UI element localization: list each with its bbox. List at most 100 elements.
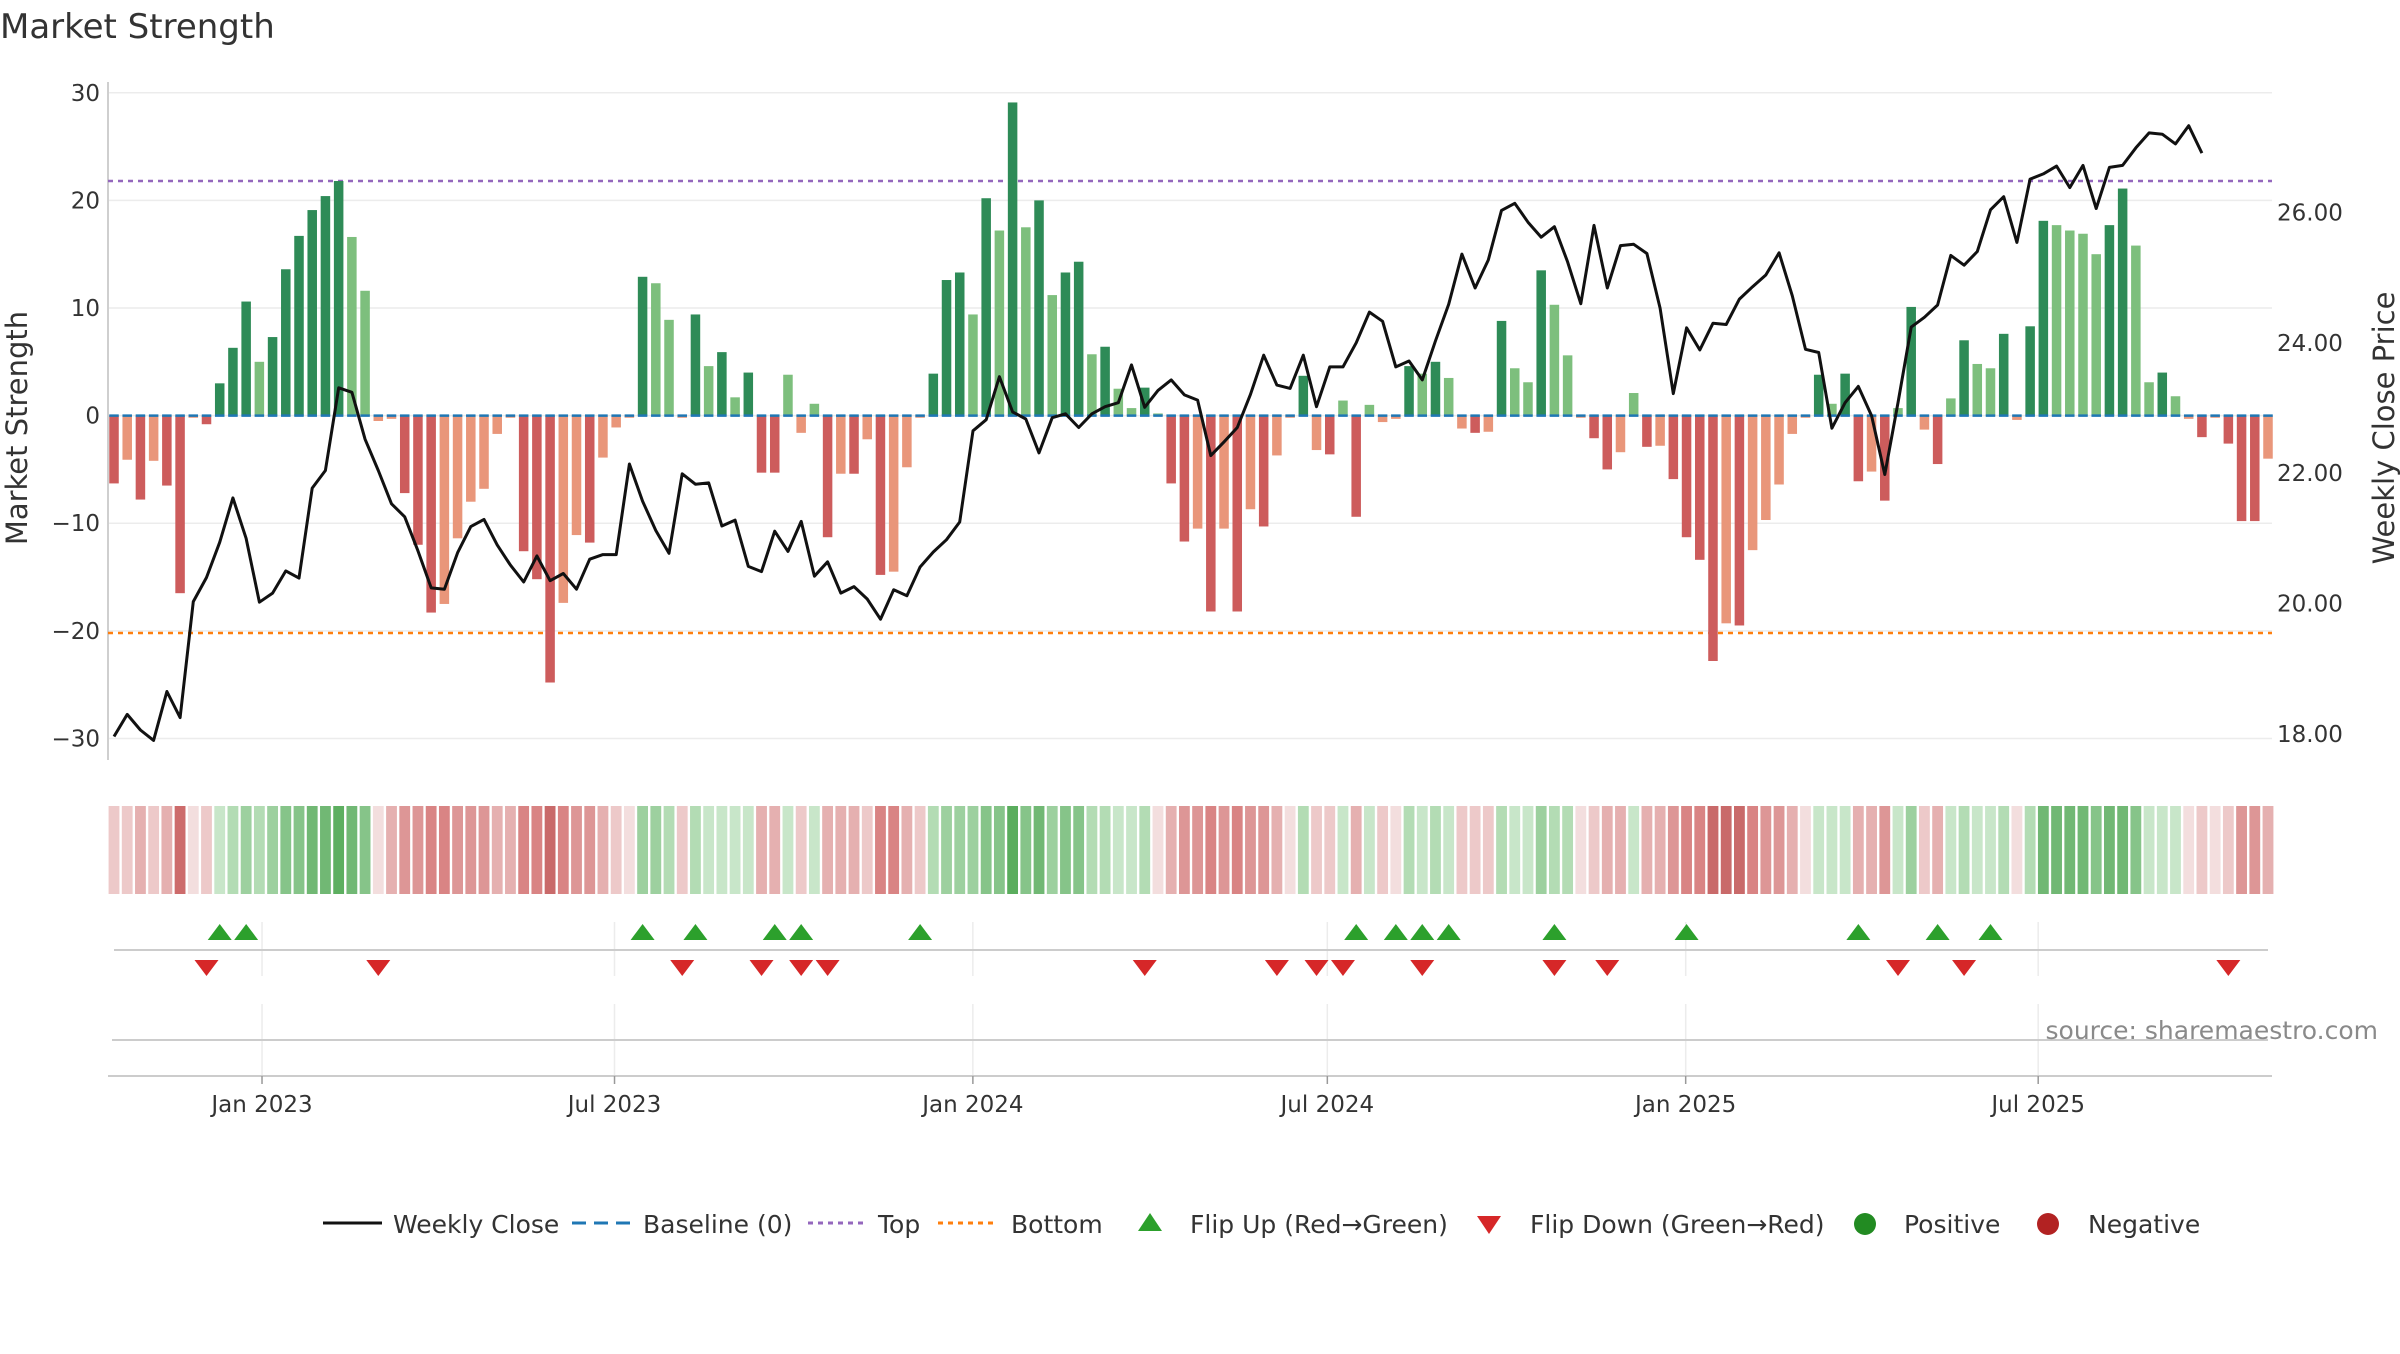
strength-bar — [862, 415, 872, 440]
strength-bar — [1536, 270, 1546, 416]
strip-cell — [1178, 806, 1190, 894]
strength-bar — [1655, 415, 1665, 446]
strip-cell — [557, 806, 569, 894]
strip-cell — [769, 806, 781, 894]
strip-cell — [1575, 806, 1587, 894]
flip-up-marker — [908, 924, 933, 940]
strength-bar — [1946, 398, 1956, 416]
strip-cell — [1020, 806, 1032, 894]
strength-bar — [1430, 361, 1441, 416]
strip-cell — [2183, 806, 2195, 894]
strength-bar — [2038, 220, 2049, 416]
strip-cell — [914, 806, 926, 894]
strength-bar — [1192, 415, 1203, 529]
strength-bar — [954, 272, 965, 416]
y-tick-label: 0 — [85, 404, 100, 430]
strip-cell — [822, 806, 834, 894]
strip-cell — [1734, 806, 1745, 894]
strength-bar — [1496, 320, 1507, 416]
left-axis-ticks: 30 20 10 0 −10 −20 −30 — [51, 81, 100, 753]
strength-bar — [1338, 400, 1348, 416]
flip-down-marker — [1330, 960, 1355, 976]
strip-cell — [1258, 806, 1270, 894]
y-tick-label: −30 — [51, 726, 100, 752]
strip-cell — [1932, 806, 1944, 894]
strip-cell — [690, 806, 701, 894]
legend-bottom: Bottom — [1011, 1210, 1103, 1239]
strip-cell — [1919, 806, 1930, 894]
strip-cell — [875, 806, 886, 894]
strip-cell — [333, 806, 345, 894]
strength-bar — [2012, 415, 2022, 420]
strip-cell — [703, 806, 715, 894]
flip-up-marker — [1846, 924, 1871, 940]
strength-bar — [1021, 227, 1031, 416]
strength-bar — [1483, 415, 1494, 432]
legend: Weekly Close Baseline (0) Top Bottom Fli… — [323, 1210, 2200, 1239]
y2-tick-label: 18.00 — [2277, 722, 2343, 748]
strength-bar — [994, 230, 1005, 416]
strength-bar — [1985, 368, 1996, 416]
right-axis-ticks: 26.00 24.00 22.00 20.00 18.00 — [2277, 200, 2343, 748]
strength-bar — [730, 397, 740, 416]
strength-bar — [2117, 188, 2128, 416]
flip-markers — [194, 924, 2241, 976]
strip-cell — [1496, 806, 1507, 894]
strength-bar — [783, 374, 793, 416]
strip-cell — [584, 806, 596, 894]
strip-cell — [1245, 806, 1256, 894]
strip-cell — [1641, 806, 1653, 894]
strength-bar — [2223, 415, 2234, 444]
strip-cell — [1139, 806, 1151, 894]
strip-cell — [941, 806, 952, 894]
strip-cell — [1800, 806, 1811, 894]
strength-bar — [1893, 408, 1903, 416]
strength-bar — [426, 415, 436, 613]
x-tick-label: Jul 2023 — [566, 1092, 662, 1118]
strip-cell — [597, 806, 609, 894]
y-tick-label: −10 — [51, 511, 100, 537]
strength-bar — [756, 415, 767, 473]
strength-bar — [1774, 415, 1784, 485]
strength-bar — [1087, 354, 1097, 416]
strength-bar — [109, 415, 119, 484]
strip-cell — [280, 806, 292, 894]
legend-flip-up-icon — [1138, 1213, 1162, 1231]
strength-bar — [743, 372, 754, 416]
strip-cell — [571, 806, 582, 894]
flip-up-marker — [630, 924, 655, 940]
strip-cell — [372, 806, 384, 894]
strength-bar — [2091, 254, 2101, 416]
strength-bar — [413, 415, 423, 545]
strip-cell — [1218, 806, 1230, 894]
strip-cell — [1152, 806, 1164, 894]
strip-cell — [1126, 806, 1137, 894]
strip-cell — [1813, 806, 1825, 894]
strip-cell — [2024, 806, 2036, 894]
strength-bar — [518, 415, 529, 552]
strip-cell — [637, 806, 648, 894]
strip-cell — [386, 806, 397, 894]
strip-cell — [848, 806, 860, 894]
strip-cell — [1866, 806, 1877, 894]
strip-cell — [1046, 806, 1058, 894]
strip-cell — [1007, 806, 1019, 894]
strength-bar — [1324, 415, 1335, 455]
legend-top: Top — [877, 1210, 920, 1239]
y2-tick-label: 26.00 — [2277, 200, 2343, 226]
strength-bar — [1417, 373, 1428, 416]
page-title: Market Strength — [0, 7, 275, 47]
strip-cell — [835, 806, 847, 894]
strength-bar — [1602, 415, 1613, 470]
legend-weekly-close: Weekly Close — [393, 1210, 559, 1239]
strip-cell — [2130, 806, 2142, 894]
strength-bar — [1298, 375, 1309, 416]
strength-bar — [1060, 272, 1071, 416]
strip-cell — [1707, 806, 1719, 894]
strip-cell — [359, 806, 371, 894]
flip-down-marker — [1410, 960, 1435, 976]
strip-cell — [1377, 806, 1389, 894]
strength-bar — [769, 415, 780, 473]
strength-bar — [122, 415, 132, 460]
strength-bar — [241, 301, 251, 416]
